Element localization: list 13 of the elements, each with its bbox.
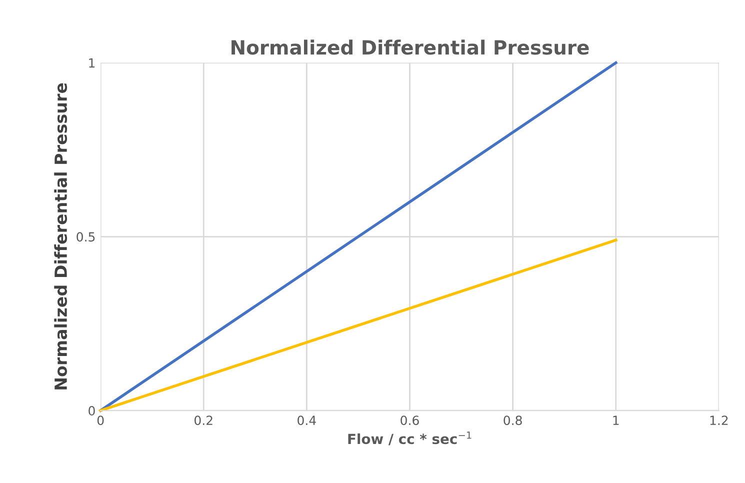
y-tick-label: 1 — [89, 58, 95, 68]
x-tick-label: 0.8 — [504, 416, 522, 426]
x-axis-title: Flow / cc * sec$^{−1}$ — [348, 432, 472, 446]
x-tick-label: 1.2 — [710, 416, 728, 425]
x-tick-label: 0 — [97, 416, 104, 426]
y-tick-label: 0 — [88, 406, 95, 416]
y-axis-title: Normalized Differential Pressure — [54, 83, 68, 390]
x-tick-label: 0.2 — [194, 416, 212, 426]
x-tick-label: 1 — [613, 416, 619, 425]
x-tick-label: 0.6 — [400, 416, 419, 426]
x-tick-label: 0.4 — [298, 416, 316, 426]
chart-title: Normalized Differential Pressure — [232, 40, 589, 55]
y-tick-label: 0.5 — [76, 232, 95, 242]
